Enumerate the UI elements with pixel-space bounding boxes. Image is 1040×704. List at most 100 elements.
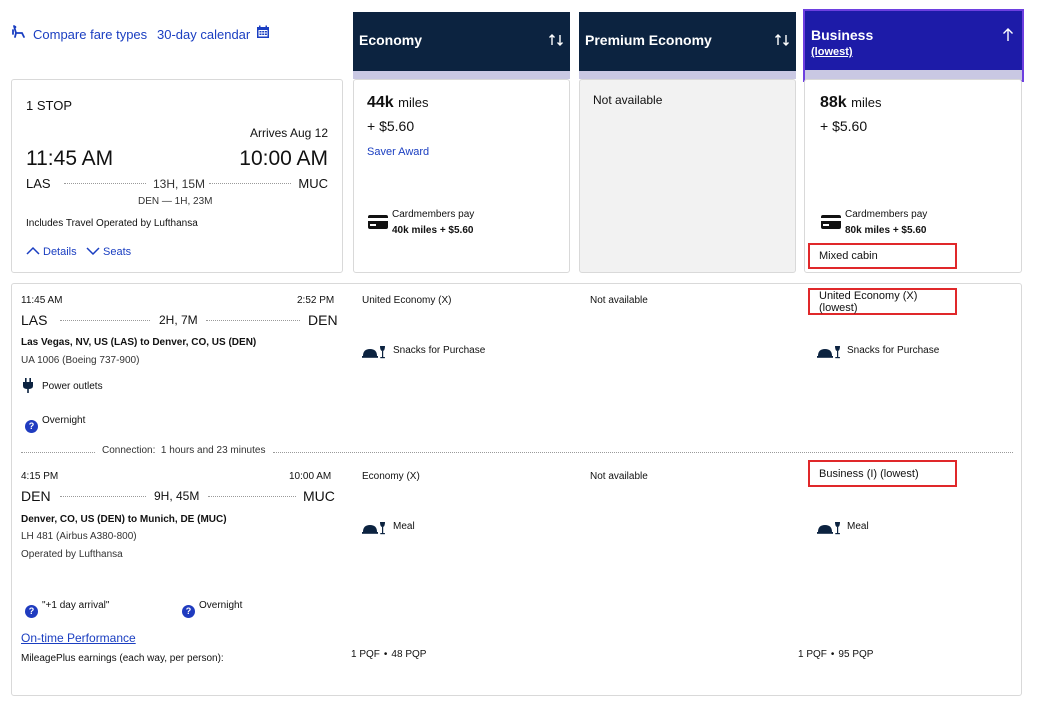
business-header-title: Business bbox=[811, 27, 874, 43]
segment2-business-meal: Meal bbox=[847, 521, 869, 532]
segment2-flight: LH 481 (Airbus A380-800) bbox=[21, 531, 137, 542]
arrival-day-note: "+1 day arrival" bbox=[42, 600, 110, 611]
premium-header-strip bbox=[579, 71, 796, 79]
power-outlets-label: Power outlets bbox=[42, 381, 103, 392]
credit-card-icon bbox=[820, 214, 842, 235]
connection-line bbox=[273, 452, 1013, 453]
destination-code: MUC bbox=[298, 176, 328, 191]
chevron-down-icon bbox=[86, 243, 100, 261]
business-miles-unit: miles bbox=[851, 95, 882, 110]
premium-economy-column-header[interactable]: Premium Economy bbox=[579, 12, 796, 79]
connection-info: Connection: 1 hours and 23 minutes bbox=[102, 445, 266, 456]
economy-header-title: Economy bbox=[359, 32, 423, 48]
premium-header-title: Premium Economy bbox=[585, 32, 712, 48]
business-column-header[interactable]: Business (lowest) bbox=[803, 9, 1024, 82]
segment2-from: DEN bbox=[21, 488, 51, 504]
segment2-duration: 9H, 45M bbox=[154, 489, 200, 503]
calendar-label: 30-day calendar bbox=[157, 26, 251, 42]
mileageplus-earnings-label: MileagePlus earnings (each way, per pers… bbox=[21, 653, 224, 664]
help-icon[interactable]: ? bbox=[25, 416, 38, 434]
help-icon[interactable]: ? bbox=[25, 601, 38, 619]
economy-miles: 44k miles bbox=[367, 94, 429, 112]
mixed-cabin-label: Mixed cabin bbox=[819, 250, 878, 262]
help-icon[interactable]: ? bbox=[182, 601, 195, 619]
departure-time: 11:45 AM bbox=[26, 147, 114, 170]
cardmembers-label: Cardmembers pay bbox=[845, 209, 928, 220]
economy-fare-card[interactable]: 44k miles + $5.60 Saver Award Cardmember… bbox=[353, 79, 570, 273]
segment1-economy-cabin: United Economy (X) bbox=[362, 295, 452, 306]
compare-fare-types-link[interactable]: Compare fare types bbox=[11, 24, 147, 45]
route-line bbox=[64, 183, 146, 184]
seats-toggle[interactable]: Seats bbox=[86, 243, 131, 261]
cardmembers-price: 40k miles + $5.60 bbox=[392, 225, 474, 236]
flight-summary-card[interactable]: 1 STOP Arrives Aug 12 11:45 AM 10:00 AM … bbox=[11, 79, 343, 273]
segment1-duration: 2H, 7M bbox=[159, 313, 198, 327]
segment1-departure-time: 11:45 AM bbox=[21, 295, 63, 306]
chevron-up-icon bbox=[26, 243, 40, 261]
cardmembers-label: Cardmembers pay bbox=[392, 209, 475, 220]
segment1-arrival-time: 2:52 PM bbox=[297, 295, 335, 306]
segment1-overnight: Overnight bbox=[42, 415, 86, 426]
route-line bbox=[60, 496, 146, 497]
economy-pqp: 48 PQP bbox=[391, 649, 427, 660]
business-earnings: 1 PQF • 95 PQP bbox=[798, 649, 873, 660]
calendar-link[interactable]: 30-day calendar bbox=[157, 25, 270, 42]
saver-award-label: Saver Award bbox=[367, 146, 430, 158]
economy-column-header[interactable]: Economy bbox=[353, 12, 570, 79]
segment2-economy-cabin: Economy (X) bbox=[362, 471, 420, 482]
business-pqp: 95 PQP bbox=[838, 649, 874, 660]
seats-label: Seats bbox=[103, 246, 132, 258]
economy-miles-unit: miles bbox=[398, 95, 429, 110]
economy-cash: + $5.60 bbox=[367, 118, 415, 134]
mixed-cabin-badge: Mixed cabin bbox=[808, 243, 957, 269]
segment2-economy-meal: Meal bbox=[393, 521, 415, 532]
segment2-business-cabin: Business (I) (lowest) bbox=[819, 467, 919, 480]
details-toggle[interactable]: Details bbox=[26, 243, 77, 261]
segment1-premium-cabin: Not available bbox=[590, 295, 648, 306]
seat-icon bbox=[11, 24, 27, 45]
segment1-from: LAS bbox=[21, 312, 48, 328]
segment1-route: Las Vegas, NV, US (LAS) to Denver, CO, U… bbox=[21, 337, 257, 348]
sort-icon[interactable] bbox=[548, 32, 564, 53]
segment2-overnight: Overnight bbox=[199, 600, 243, 611]
economy-earnings: 1 PQF • 48 PQP bbox=[351, 649, 426, 660]
business-cash: + $5.60 bbox=[820, 118, 868, 134]
business-miles: 88k miles bbox=[820, 94, 882, 112]
business-fare-card[interactable]: 88k miles + $5.60 Cardmembers pay 80k mi… bbox=[804, 79, 1022, 273]
total-duration: 13H, 15M bbox=[153, 177, 206, 191]
segment1-business-cabin: United Economy (X) (lowest) bbox=[819, 289, 918, 314]
business-miles-number: 88k bbox=[820, 94, 847, 111]
economy-header-strip bbox=[353, 71, 570, 79]
segment2-arrival-time: 10:00 AM bbox=[289, 471, 332, 482]
route-line bbox=[206, 320, 300, 321]
route-line bbox=[60, 320, 150, 321]
segment1-business-cabin-badge: United Economy (X) (lowest) bbox=[808, 288, 957, 315]
segment1-business-meal: Snacks for Purchase bbox=[847, 345, 940, 356]
sort-icon[interactable] bbox=[774, 32, 790, 53]
segment2-premium-cabin: Not available bbox=[590, 471, 648, 482]
connection-line bbox=[21, 452, 95, 453]
business-header-strip bbox=[805, 70, 1022, 80]
meal-icon bbox=[817, 521, 841, 540]
segment2-operated: Operated by Lufthansa bbox=[21, 549, 123, 560]
segment2-business-cabin-badge: Business (I) (lowest) bbox=[808, 460, 957, 487]
sort-ascending-icon[interactable] bbox=[1000, 27, 1016, 48]
segment1-economy-meal: Snacks for Purchase bbox=[393, 345, 486, 356]
origin-code: LAS bbox=[26, 176, 51, 191]
power-outlet-icon bbox=[22, 378, 34, 398]
segment2-to: MUC bbox=[303, 488, 335, 504]
segment2-departure-time: 4:15 PM bbox=[21, 471, 59, 482]
credit-card-icon bbox=[367, 214, 389, 235]
bullet-separator: • bbox=[383, 649, 388, 660]
stops-label: 1 STOP bbox=[26, 98, 73, 113]
segment2-route: Denver, CO, US (DEN) to Munich, DE (MUC) bbox=[21, 514, 227, 525]
business-header-subtitle: (lowest) bbox=[811, 46, 853, 58]
layover-info: DEN — 1H, 23M bbox=[138, 196, 213, 207]
economy-miles-number: 44k bbox=[367, 94, 394, 111]
flight-details-panel bbox=[11, 283, 1022, 696]
meal-icon bbox=[362, 345, 386, 364]
operated-by-note: Includes Travel Operated by Lufthansa bbox=[26, 218, 198, 229]
ontime-performance-link[interactable]: On-time Performance bbox=[21, 631, 136, 645]
meal-icon bbox=[817, 345, 841, 364]
premium-economy-fare-card: Not available bbox=[579, 79, 796, 273]
